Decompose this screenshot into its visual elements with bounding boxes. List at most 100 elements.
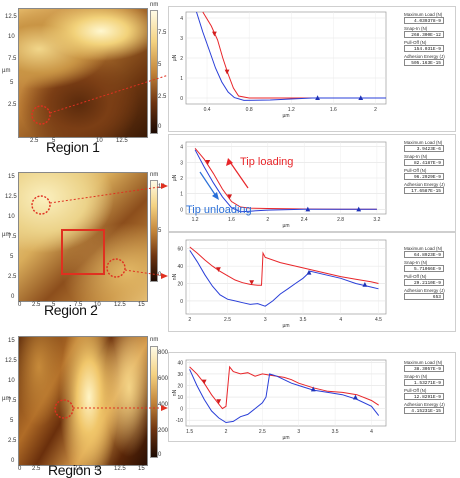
- afm-y-tick: 2.5: [8, 102, 17, 108]
- result-value[interactable]: 3.9423E-6: [404, 145, 444, 152]
- afm-image-region-3: [18, 336, 148, 466]
- result-value[interactable]: 653: [404, 293, 444, 300]
- afm-x-tick: 10: [94, 466, 101, 472]
- region-1-label: Region 1: [46, 139, 100, 155]
- result-value[interactable]: 82.4187E-9: [404, 159, 444, 166]
- series-line-unloading: [194, 149, 377, 213]
- result-value[interactable]: 268.300E-12: [404, 31, 444, 38]
- y-tick-label: 40: [177, 360, 183, 366]
- afm-x-tick: 15: [138, 302, 145, 308]
- afm-y-tick: 7.5: [8, 234, 17, 240]
- result-label: Adhesion Energy (J): [404, 402, 445, 407]
- series-line-loading: [189, 365, 379, 410]
- result-label: Pull-Off (N): [404, 274, 427, 279]
- afm-y-tick: 15: [8, 174, 15, 180]
- y-tick-label: 0: [180, 407, 183, 413]
- afm-y-tick: 7.5: [8, 398, 17, 404]
- colorbar-tick: 5: [158, 228, 162, 234]
- marker-triangle: [315, 95, 320, 100]
- x-tick-label: 1.2: [288, 107, 295, 113]
- afm-y-tick: 5: [10, 80, 14, 86]
- y-tick-label: 4: [180, 145, 183, 151]
- x-tick-label: 2.8: [337, 217, 344, 223]
- results-panel-2: Maximum Load (N) 3.9423E-6 Snap-In (N) 8…: [404, 138, 445, 194]
- connector-arrow: [49, 71, 179, 114]
- afm-y-tick: 5: [10, 254, 14, 260]
- result-value[interactable]: 96.2929E-9: [404, 173, 444, 180]
- afm-x-tick: 0: [18, 302, 22, 308]
- y-tick-label: 4: [180, 16, 183, 22]
- probe-circle-r3: [54, 399, 74, 419]
- x-tick-label: 2.5: [224, 317, 231, 323]
- y-tick-label: 60: [177, 247, 183, 253]
- x-tick-label: 1.6: [330, 107, 337, 113]
- result-value[interactable]: 1.53271E-9: [404, 379, 444, 386]
- region-2-label: Region 2: [44, 302, 98, 318]
- result-label: Pull-Off (N): [404, 168, 427, 173]
- afm-image-region-2: [18, 172, 148, 302]
- marker-triangle: [227, 194, 233, 200]
- result-value[interactable]: 12.8291E-9: [404, 393, 444, 400]
- colorbar-tick: 0: [158, 124, 162, 130]
- result-value[interactable]: 29.2110E-9: [404, 279, 444, 286]
- x-axis-label: µm: [282, 323, 289, 329]
- results-panel-4: Maximum Load (N) 38.3057E-9 Snap-In (N) …: [404, 358, 445, 414]
- x-tick-label: 2: [188, 317, 191, 323]
- region-3-label: Region 3: [48, 462, 102, 478]
- probe-circle-r2a: [31, 195, 51, 215]
- colorbar-tick: 0: [158, 452, 162, 458]
- marker-triangle: [362, 282, 368, 287]
- result-value[interactable]: 4.039378-9: [404, 17, 444, 24]
- y-tick-label: 2: [180, 176, 183, 182]
- afm-y-tick: 12.5: [5, 194, 17, 200]
- result-value[interactable]: 4.15231E-15: [404, 407, 444, 414]
- y-axis-label: µN: [172, 174, 178, 181]
- colorbar-tick: 800: [158, 350, 169, 356]
- result-label: Adhesion Energy (J): [404, 54, 445, 59]
- result-value[interactable]: 154.031E-9: [404, 45, 444, 52]
- marker-triangle: [353, 394, 358, 400]
- x-tick-label: 0.4: [204, 107, 211, 113]
- colorbar-tick: 200: [158, 428, 169, 434]
- result-value[interactable]: 505.163E-15: [404, 59, 444, 66]
- y-tick-label: 0: [180, 207, 183, 213]
- colorbar-tick: 2.5: [158, 94, 167, 100]
- result-label: Snap-In (N): [404, 374, 428, 379]
- afm-x-tick: 7.5: [74, 466, 83, 472]
- afm-ylabel: µm: [2, 68, 11, 74]
- result-label: Snap-In (N): [404, 154, 428, 159]
- colorbar-region-2: [150, 180, 158, 282]
- colorbar-tick: 0: [158, 272, 162, 278]
- y-tick-label: 10: [177, 395, 183, 401]
- result-label: Adhesion Energy (J): [404, 182, 445, 187]
- tip-unloading-arrowhead: [212, 192, 219, 200]
- result-value[interactable]: 38.3057E-9: [404, 365, 444, 372]
- afm-x-tick: 5: [52, 138, 56, 144]
- y-tick-label: 0: [180, 299, 183, 305]
- afm-y-tick: 10: [8, 378, 15, 384]
- afm-y-tick: 0: [11, 458, 15, 464]
- afm-x-tick: 7.5: [74, 302, 83, 308]
- afm-y-tick: 12.5: [5, 14, 17, 20]
- y-tick-label: 30: [177, 372, 183, 378]
- tip-loading-arrow: [229, 161, 249, 189]
- afm-image-region-1: [18, 8, 148, 138]
- results-panel-1: Maximum Load (N) 4.039378-9 Snap-In (N) …: [404, 10, 445, 66]
- x-tick-label: 1.2: [192, 217, 199, 223]
- afm-x-tick: 2.5: [32, 302, 41, 308]
- arrowhead: [161, 273, 168, 279]
- afm-ylabel: µm: [2, 396, 11, 402]
- result-value[interactable]: 17.6587E-15: [404, 187, 444, 194]
- result-label: Pull-Off (N): [404, 388, 427, 393]
- afm-y-tick: 10: [8, 34, 15, 40]
- result-value[interactable]: 5.71066E-9: [404, 265, 444, 272]
- afm-ylabel: µm: [2, 232, 11, 238]
- y-tick-label: 3: [180, 160, 183, 166]
- afm-x-tick: 5: [52, 302, 56, 308]
- result-label: Maximum Load (N): [404, 12, 443, 17]
- result-value[interactable]: 64.8923E-9: [404, 251, 444, 258]
- y-tick-label: 0: [180, 96, 183, 102]
- x-tick-label: 2: [374, 107, 377, 113]
- x-tick-label: 1.6: [228, 217, 235, 223]
